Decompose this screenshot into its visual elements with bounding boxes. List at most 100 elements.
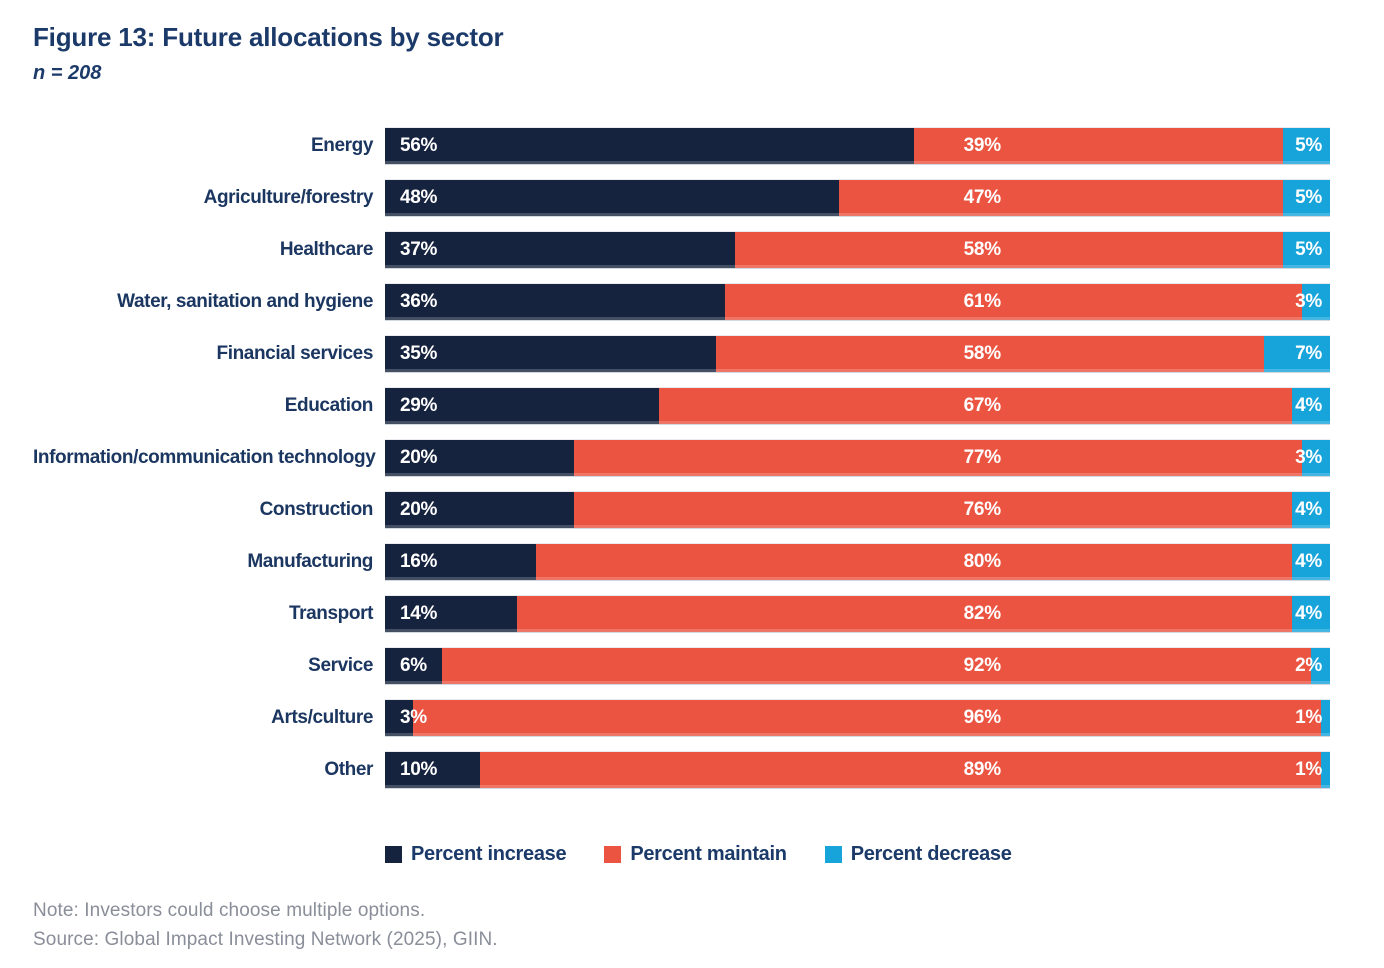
legend-item-increase: Percent increase bbox=[385, 842, 567, 866]
bar-segment-maintain bbox=[479, 752, 1321, 788]
bar-track: 56% 39% 5% bbox=[385, 128, 1330, 164]
bar-segment-maintain bbox=[574, 492, 1293, 528]
bar-track: 36% 61% 3% bbox=[385, 284, 1330, 320]
value-label-increase: 14% bbox=[400, 603, 438, 624]
bar-segment-decrease bbox=[1282, 128, 1330, 164]
bar-segment-maintain bbox=[536, 544, 1293, 580]
bar-track: 14% 82% 4% bbox=[385, 596, 1330, 632]
bar-segment-maintain bbox=[715, 336, 1264, 372]
value-label-decrease: 7% bbox=[1295, 343, 1322, 364]
bar-segment-increase bbox=[385, 284, 726, 320]
bar-segment-maintain bbox=[914, 128, 1283, 164]
value-label-increase: 48% bbox=[400, 187, 438, 208]
bar-segment-decrease bbox=[1301, 440, 1330, 476]
category-label: Financial services bbox=[216, 343, 373, 364]
source-text: Source: Global Impact Investing Network … bbox=[33, 929, 498, 950]
bar-segment-maintain bbox=[838, 180, 1283, 216]
figure-sample-size: n = 208 bbox=[33, 62, 102, 84]
chart-row: Construction 20% 76% 4% bbox=[33, 492, 1330, 528]
value-label-maintain: 47% bbox=[963, 187, 1001, 208]
category-label: Manufacturing bbox=[247, 551, 373, 572]
bar-segment-increase bbox=[385, 492, 574, 528]
bar-segment-increase bbox=[385, 232, 735, 268]
value-label-maintain: 89% bbox=[963, 759, 1001, 780]
bar-segment-decrease bbox=[1292, 388, 1330, 424]
legend-item-maintain: Percent maintain bbox=[604, 842, 787, 866]
chart-row: Water, sanitation and hygiene 36% 61% 3% bbox=[33, 284, 1330, 320]
bar-segment-increase bbox=[385, 440, 574, 476]
bar-track: 16% 80% 4% bbox=[385, 544, 1330, 580]
bar-segment-increase bbox=[385, 180, 839, 216]
bar-segment-increase bbox=[385, 752, 480, 788]
bar-track: 10% 89% 1% bbox=[385, 752, 1330, 788]
bar-segment-maintain bbox=[441, 648, 1312, 684]
bar-segment-increase bbox=[385, 336, 716, 372]
chart-row: Arts/culture 3% 96% 1% bbox=[33, 700, 1330, 736]
category-label: Construction bbox=[259, 499, 374, 520]
value-label-maintain: 82% bbox=[963, 603, 1001, 624]
category-label: Agriculture/forestry bbox=[203, 187, 374, 208]
value-label-decrease: 2% bbox=[1295, 655, 1322, 676]
category-label: Healthcare bbox=[279, 239, 374, 260]
value-label-increase: 3% bbox=[400, 707, 427, 728]
figure-footer: Note: Investors could choose multiple op… bbox=[33, 896, 1330, 954]
value-label-increase: 56% bbox=[400, 135, 438, 156]
bar-segment-increase bbox=[385, 544, 537, 580]
value-label-increase: 37% bbox=[400, 239, 438, 260]
bar-track: 20% 77% 3% bbox=[385, 440, 1330, 476]
category-label: Transport bbox=[288, 603, 373, 624]
value-label-increase: 16% bbox=[400, 551, 438, 572]
value-label-decrease: 5% bbox=[1295, 187, 1322, 208]
bar-segment-maintain bbox=[659, 388, 1293, 424]
bar-segment-decrease bbox=[1292, 544, 1330, 580]
value-label-decrease: 3% bbox=[1295, 447, 1322, 468]
chart-row: Healthcare 37% 58% 5% bbox=[33, 232, 1330, 268]
bar-track: 20% 76% 4% bbox=[385, 492, 1330, 528]
value-label-increase: 35% bbox=[400, 343, 438, 364]
stacked-bar-chart: Energy 56% 39% 5% Agriculture/forestry 48% 47%… bbox=[33, 128, 1330, 788]
bar-segment-maintain bbox=[413, 700, 1321, 736]
bar-segment-increase bbox=[385, 388, 660, 424]
bar-track: 37% 58% 5% bbox=[385, 232, 1330, 268]
value-label-decrease: 3% bbox=[1295, 291, 1322, 312]
figure-title: Figure 13: Future allocations by sector bbox=[33, 22, 504, 52]
legend-swatch-increase bbox=[385, 845, 402, 863]
bar-track: 48% 47% 5% bbox=[385, 180, 1330, 216]
note-text: Note: Investors could choose multiple op… bbox=[33, 900, 426, 921]
value-label-maintain: 58% bbox=[963, 239, 1001, 260]
bar-track: 3% 96% 1% bbox=[385, 700, 1330, 736]
legend-swatch-maintain bbox=[604, 845, 622, 863]
bar-segment-increase bbox=[385, 700, 414, 736]
bar-track: 6% 92% 2% bbox=[385, 648, 1330, 684]
value-label-decrease: 5% bbox=[1295, 239, 1322, 260]
value-label-increase: 36% bbox=[400, 291, 438, 312]
legend-label-maintain: Percent maintain bbox=[630, 842, 787, 865]
bar-segment-decrease bbox=[1282, 180, 1330, 216]
value-label-decrease: 4% bbox=[1295, 603, 1322, 624]
legend-label-increase: Percent increase bbox=[411, 842, 567, 865]
value-label-decrease: 1% bbox=[1295, 759, 1322, 780]
bar-segment-decrease bbox=[1282, 232, 1330, 268]
value-label-increase: 20% bbox=[400, 447, 438, 468]
bar-segment-decrease bbox=[1311, 648, 1330, 684]
value-label-maintain: 77% bbox=[963, 447, 1001, 468]
value-label-decrease: 4% bbox=[1295, 395, 1322, 416]
bar-track: 29% 67% 4% bbox=[385, 388, 1330, 424]
value-label-maintain: 58% bbox=[963, 343, 1001, 364]
chart-row: Agriculture/forestry 48% 47% 5% bbox=[33, 180, 1330, 216]
value-label-maintain: 67% bbox=[963, 395, 1001, 416]
bar-segment-decrease bbox=[1301, 284, 1330, 320]
category-label: Arts/culture bbox=[271, 707, 373, 728]
chart-row: Transport 14% 82% 4% bbox=[33, 596, 1330, 632]
chart-row: Financial services 35% 58% 7% bbox=[33, 336, 1330, 372]
legend-swatch-decrease bbox=[824, 845, 842, 863]
bar-segment-decrease bbox=[1292, 492, 1330, 528]
bar-segment-increase bbox=[385, 596, 518, 632]
legend-item-decrease: Percent decrease bbox=[824, 843, 1012, 866]
value-label-maintain: 96% bbox=[963, 707, 1001, 728]
category-label: Other bbox=[324, 759, 373, 780]
bar-segment-maintain bbox=[725, 284, 1302, 320]
value-label-maintain: 92% bbox=[963, 655, 1001, 676]
chart-row: Manufacturing 16% 80% 4% bbox=[33, 544, 1330, 580]
